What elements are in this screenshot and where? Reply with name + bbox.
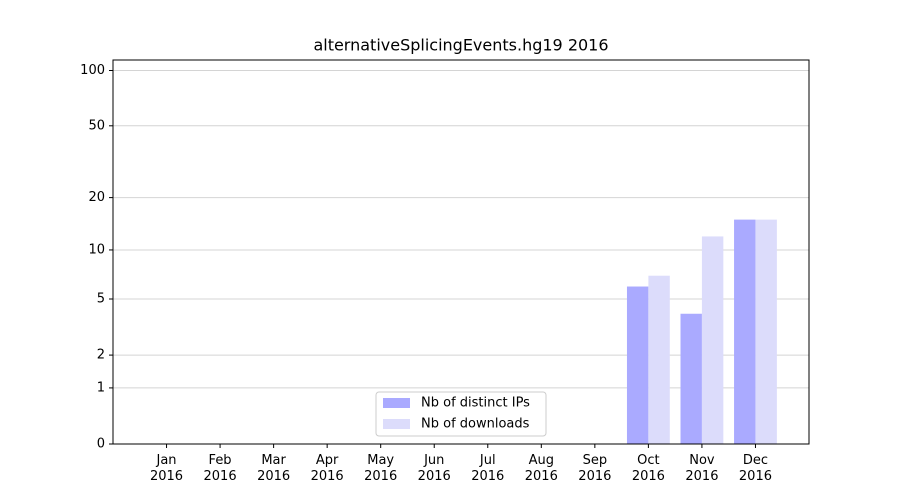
- x-tick-label: Jun 2016: [417, 453, 451, 484]
- y-tick-label: 0: [97, 437, 105, 452]
- bar: [701, 236, 724, 444]
- x-tick-label: Sep 2016: [578, 453, 612, 484]
- grid: [113, 70, 809, 445]
- x-tick-label: Feb 2016: [203, 453, 237, 484]
- y-tick-label: 1: [97, 380, 105, 395]
- y-tick-label: 2: [97, 348, 105, 363]
- y-tick-label: 20: [88, 190, 105, 205]
- plot-frame: [112, 59, 810, 445]
- legend-swatch: [383, 398, 410, 408]
- legend-frame: [375, 391, 547, 437]
- x-tick-label: Jan 2016: [149, 453, 184, 484]
- bar: [680, 313, 702, 444]
- y-tick-label: 50: [88, 118, 105, 133]
- chart-title: alternativeSplicingEvents.hg19 2016: [313, 36, 608, 55]
- x-tick-label: Nov 2016: [685, 453, 719, 484]
- x-tick-label: Apr 2016: [310, 453, 344, 484]
- x-tick-label: Dec 2016: [738, 453, 772, 484]
- y-tick-label: 10: [88, 242, 105, 257]
- x-tick-label: Jul 2016: [471, 453, 505, 484]
- x-tick-label: Mar 2016: [257, 453, 291, 484]
- legend: Nb of distinct IPs Nb of downloads: [375, 391, 547, 437]
- x-tick-label: Oct 2016: [631, 453, 665, 484]
- legend-swatch: [383, 419, 410, 429]
- bar: [648, 275, 670, 444]
- bar: [734, 219, 756, 444]
- y-tick-label: 100: [80, 63, 105, 78]
- x-tick-label: Aug 2016: [524, 453, 558, 484]
- bar: [755, 219, 777, 444]
- bar: [626, 286, 649, 444]
- legend-label: Nb of distinct IPs: [421, 396, 530, 411]
- y-tick-label: 5: [97, 291, 105, 306]
- x-tick-label: May 2016: [364, 453, 398, 484]
- legend-label: Nb of downloads: [421, 417, 530, 432]
